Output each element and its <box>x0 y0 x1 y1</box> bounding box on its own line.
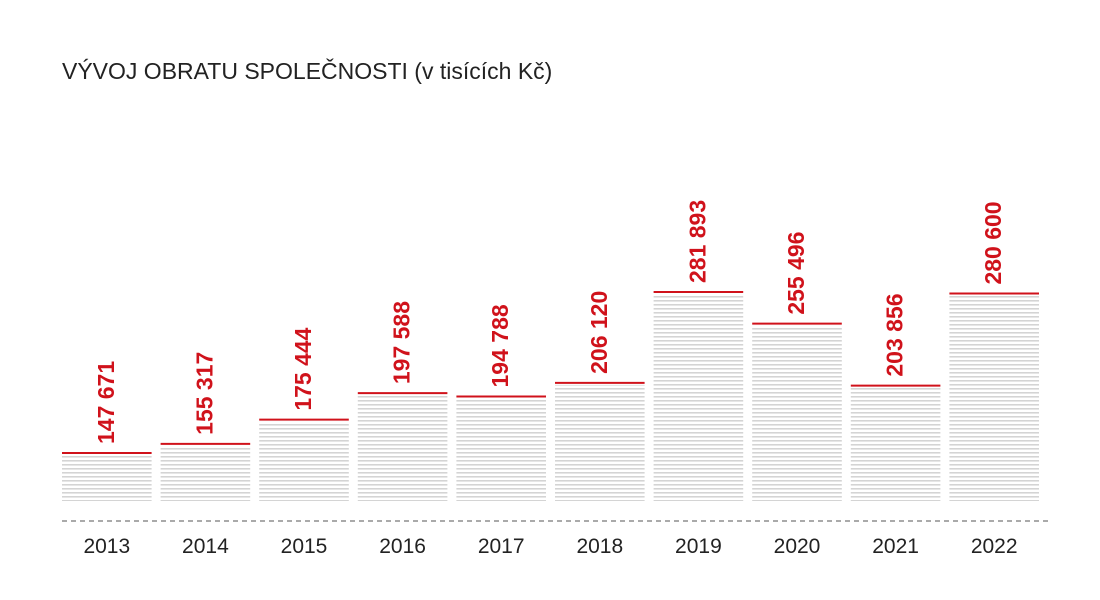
year-label-2015: 2015 <box>281 535 328 558</box>
year-label-2018: 2018 <box>576 535 623 558</box>
bar-value-label-2015: 175 444 <box>290 327 316 410</box>
bar-2016 <box>357 395 448 501</box>
year-label-2022: 2022 <box>971 535 1018 558</box>
bar-value-label-2017: 194 788 <box>487 304 513 387</box>
year-label-2016: 2016 <box>379 535 426 558</box>
bar-value-label-2013: 147 671 <box>93 361 119 444</box>
year-label-2020: 2020 <box>774 535 821 558</box>
bar-2020 <box>752 325 842 501</box>
bar-value-label-2022: 280 600 <box>980 201 1006 284</box>
chart-title: VÝVOJ OBRATU SPOLEČNOSTI (v tisících Kč) <box>62 58 553 84</box>
bar-2018 <box>555 384 645 501</box>
year-label-2017: 2017 <box>478 535 525 558</box>
year-label-2019: 2019 <box>675 535 722 558</box>
bar-value-label-2016: 197 588 <box>389 301 415 384</box>
year-label-2013: 2013 <box>83 535 130 558</box>
bar-2022 <box>949 295 1039 501</box>
bar-value-label-2020: 255 496 <box>783 232 809 315</box>
bar-value-label-2019: 281 893 <box>684 200 710 283</box>
year-label-2014: 2014 <box>182 535 229 558</box>
bars-group: 147 671 155 317 175 444 197 588 194 788 206 1… <box>62 200 1039 501</box>
bar-value-label-2018: 206 120 <box>586 291 612 374</box>
bar-2014 <box>160 445 251 501</box>
bar-2021 <box>850 387 941 501</box>
bar-2013 <box>62 455 152 501</box>
bar-value-label-2014: 155 317 <box>191 352 217 435</box>
year-label-2021: 2021 <box>872 535 919 558</box>
x-axis-tick-labels: 2013 2014 2015 2016 2017 2018 2019 2020 2021 2022 <box>83 535 1017 558</box>
bar-value-label-2021: 203 856 <box>882 293 908 376</box>
bar-2019 <box>653 294 744 501</box>
bar-2015 <box>259 421 349 501</box>
bar-2017 <box>456 398 546 501</box>
